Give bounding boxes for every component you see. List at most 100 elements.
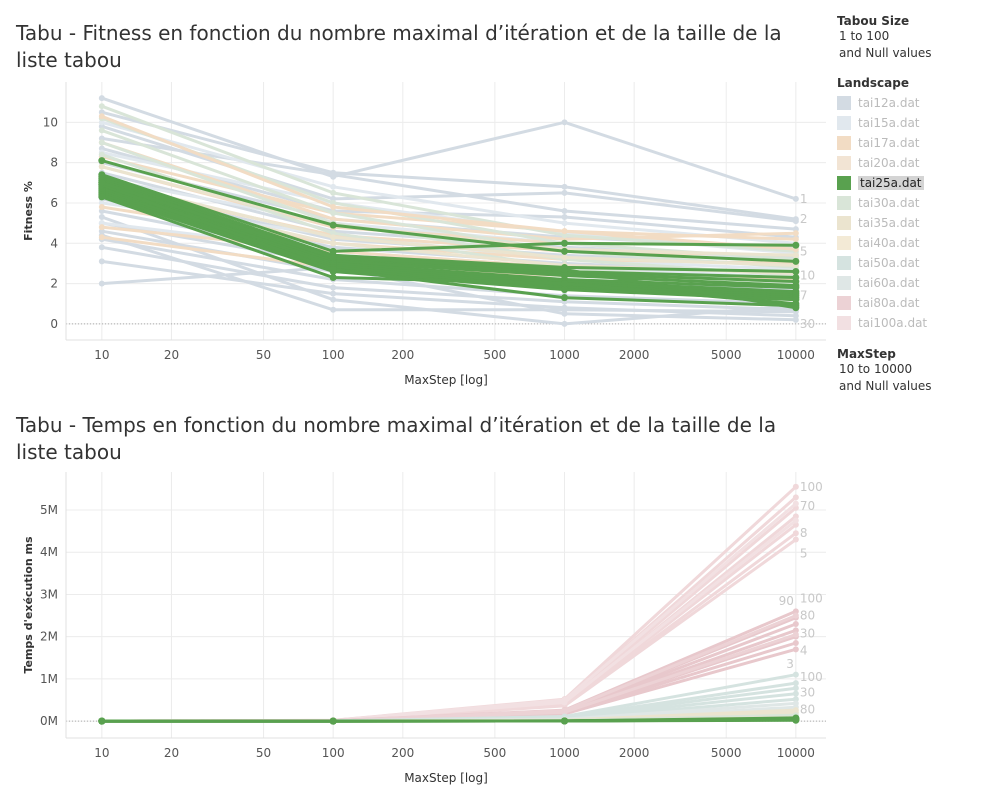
data-point <box>330 296 337 303</box>
data-point <box>98 127 105 134</box>
series-end-label: 70 <box>800 499 815 513</box>
fitness-chart: 10 20 50 100 200 500 1000 2000 5000 10000 0 2 4 6 8 10 M… <box>22 82 826 387</box>
background-series <box>98 95 799 202</box>
series-line <box>101 265 796 322</box>
data-point <box>561 214 568 221</box>
series-end-label: 80 <box>800 609 815 623</box>
y-tick-label: 2M <box>40 630 58 644</box>
legend-tabou-size-title: Tabou Size <box>837 14 910 28</box>
x-tick-label: 500 <box>483 348 506 362</box>
data-point <box>561 228 568 235</box>
legend-label: tai80a.dat <box>858 296 920 310</box>
data-point <box>561 239 569 247</box>
legend-swatch <box>837 176 851 190</box>
series-line <box>101 245 796 312</box>
legend-item-tai50a-dat[interactable]: tai50a.dat <box>837 253 997 273</box>
data-point <box>98 139 105 146</box>
data-point <box>98 151 105 158</box>
data-point <box>561 183 568 190</box>
legend-swatch <box>837 256 851 270</box>
chart1-title: Tabu - Fitness en fonction du nombre max… <box>16 21 782 72</box>
data-point <box>329 717 337 725</box>
data-point <box>98 157 106 165</box>
data-point <box>792 483 799 490</box>
y-tick-label: 0M <box>40 714 58 728</box>
legend-maxstep-null: and Null values <box>839 379 932 393</box>
data-point <box>98 163 105 170</box>
legend-item-tai60a-dat[interactable]: tai60a.dat <box>837 273 997 293</box>
data-point <box>330 240 337 247</box>
series-side-label: 3 <box>786 657 794 671</box>
series-end-label: 30 <box>800 317 815 331</box>
chart2-title: Tabu - Temps en fonction du nombre maxim… <box>16 413 777 464</box>
legend-label: tai17a.dat <box>858 136 920 150</box>
data-point <box>792 257 800 265</box>
x-axis-title: MaxStep [log] <box>404 771 488 785</box>
x-tick-label: 5000 <box>711 348 742 362</box>
series-end-label: 5 <box>800 546 808 560</box>
legend-item-tai25a-dat[interactable]: tai25a.dat <box>837 173 997 193</box>
legend-swatch <box>837 296 851 310</box>
data-point <box>792 517 799 524</box>
data-point <box>792 690 799 697</box>
series-end-label: 100 <box>800 592 823 606</box>
series-line <box>101 185 796 294</box>
legend-item-tai100a-dat[interactable]: tai100a.dat <box>837 313 997 333</box>
x-tick-label: 2000 <box>619 746 650 760</box>
legend-item-tai40a-dat[interactable]: tai40a.dat <box>837 233 997 253</box>
legend-maxstep-range: 10 to 10000 <box>839 362 913 376</box>
legend-item-tai17a-dat[interactable]: tai17a.dat <box>837 133 997 153</box>
legend-item-tai15a-dat[interactable]: tai15a.dat <box>837 113 997 133</box>
x-tick-label: 5000 <box>711 746 742 760</box>
highlight-series <box>98 716 800 725</box>
series-end-label: 30 <box>800 626 815 640</box>
data-point <box>330 306 337 313</box>
legend-tabou-size-range: 1 to 100 <box>839 29 890 43</box>
series-line <box>101 183 796 308</box>
data-point <box>561 189 568 196</box>
legend-swatch <box>837 156 851 170</box>
data-point <box>792 621 799 627</box>
data-point <box>561 320 568 327</box>
data-point <box>792 500 799 507</box>
series-line <box>101 120 796 245</box>
data-point <box>329 274 337 282</box>
legend-item-tai35a-dat[interactable]: tai35a.dat <box>837 213 997 233</box>
data-point <box>330 189 337 196</box>
data-point <box>329 265 337 273</box>
data-point <box>330 203 337 210</box>
x-tick-label: 20 <box>164 348 179 362</box>
data-point <box>792 536 799 543</box>
y-tick-label: 1M <box>40 672 58 686</box>
data-point <box>98 103 105 110</box>
data-point <box>561 265 569 273</box>
data-point <box>792 236 799 243</box>
series-line <box>101 519 797 723</box>
data-point <box>792 646 799 653</box>
series-end-label: 1 <box>800 192 808 206</box>
data-point <box>561 220 568 227</box>
legend-panel: Tabou Size 1 to 100 and Null values Land… <box>837 12 997 409</box>
legend-item-tai30a-dat[interactable]: tai30a.dat <box>837 193 997 213</box>
data-point <box>792 304 800 312</box>
legend-label: tai35a.dat <box>858 216 920 230</box>
x-tick-label: 100 <box>322 746 345 760</box>
data-point <box>792 252 799 259</box>
legend-item-tai80a-dat[interactable]: tai80a.dat <box>837 293 997 313</box>
data-point <box>98 717 106 725</box>
legend-tabou-size[interactable]: Tabou Size 1 to 100 and Null values <box>837 14 997 62</box>
highlight-series <box>98 157 800 265</box>
y-tick-label: 5M <box>40 503 58 517</box>
legend-item-tai12a-dat[interactable]: tai12a.dat <box>837 93 997 113</box>
legend-maxstep[interactable]: MaxStep 10 to 10000 and Null values <box>837 347 997 395</box>
x-tick-label: 50 <box>256 746 271 760</box>
background-series <box>98 530 799 725</box>
legend-swatch <box>837 116 851 130</box>
series-line <box>101 175 796 273</box>
x-tick-label: 1000 <box>549 348 580 362</box>
series-line <box>101 110 797 221</box>
series-line <box>101 173 796 253</box>
series-line <box>101 141 796 277</box>
series-line <box>101 523 797 723</box>
legend-item-tai20a-dat[interactable]: tai20a.dat <box>837 153 997 173</box>
